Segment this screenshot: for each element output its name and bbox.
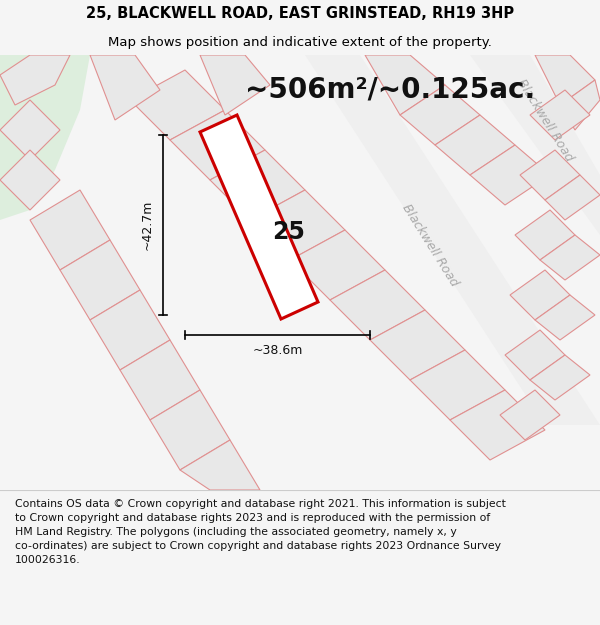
Polygon shape [130, 70, 225, 140]
Text: Blackwell Road: Blackwell Road [514, 76, 575, 164]
Polygon shape [370, 310, 465, 380]
Polygon shape [530, 355, 590, 400]
Text: ~506m²/~0.125ac.: ~506m²/~0.125ac. [245, 76, 535, 104]
Polygon shape [510, 270, 570, 320]
Polygon shape [305, 55, 600, 425]
Polygon shape [90, 55, 160, 120]
Polygon shape [450, 390, 545, 460]
Polygon shape [500, 390, 560, 440]
Polygon shape [470, 55, 600, 235]
Polygon shape [180, 440, 260, 490]
Polygon shape [0, 100, 60, 160]
Polygon shape [535, 295, 595, 340]
Polygon shape [505, 330, 565, 380]
Polygon shape [530, 90, 590, 140]
Polygon shape [30, 190, 110, 270]
Polygon shape [210, 150, 305, 220]
Polygon shape [400, 85, 480, 145]
Polygon shape [410, 350, 505, 420]
Polygon shape [150, 390, 230, 470]
Text: Contains OS data © Crown copyright and database right 2021. This information is : Contains OS data © Crown copyright and d… [15, 499, 506, 566]
Polygon shape [200, 115, 318, 319]
Polygon shape [540, 235, 600, 280]
Polygon shape [290, 230, 385, 300]
Text: Map shows position and indicative extent of the property.: Map shows position and indicative extent… [108, 36, 492, 49]
Polygon shape [515, 210, 575, 260]
Polygon shape [560, 80, 600, 130]
Polygon shape [470, 145, 550, 205]
Polygon shape [535, 55, 595, 105]
Text: ~42.7m: ~42.7m [140, 200, 154, 250]
Text: ~38.6m: ~38.6m [253, 344, 302, 357]
Polygon shape [0, 55, 70, 105]
Polygon shape [200, 55, 270, 115]
Polygon shape [365, 55, 445, 115]
Polygon shape [170, 110, 265, 180]
Text: 25, BLACKWELL ROAD, EAST GRINSTEAD, RH19 3HP: 25, BLACKWELL ROAD, EAST GRINSTEAD, RH19… [86, 6, 514, 21]
Polygon shape [90, 290, 170, 370]
Polygon shape [60, 240, 140, 320]
Polygon shape [250, 190, 345, 260]
Polygon shape [330, 270, 425, 340]
Text: 25: 25 [272, 220, 305, 244]
Polygon shape [520, 150, 580, 200]
Polygon shape [435, 115, 515, 175]
Text: Blackwell Road: Blackwell Road [400, 201, 461, 289]
Polygon shape [545, 175, 600, 220]
Polygon shape [120, 340, 200, 420]
Polygon shape [0, 150, 60, 210]
Polygon shape [0, 55, 90, 220]
